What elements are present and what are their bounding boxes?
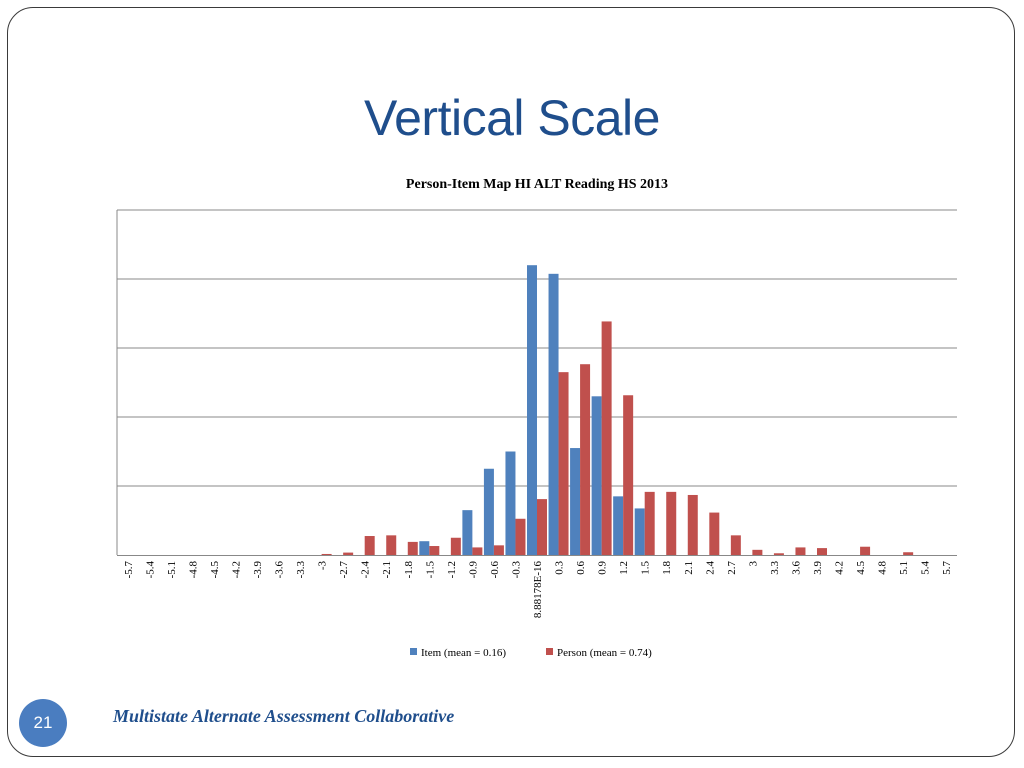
person-bar [364, 536, 375, 555]
x-tick-label: -1.5 [424, 561, 436, 579]
x-tick-label: 1.8 [661, 561, 673, 575]
x-tick-label: 3.3 [769, 561, 781, 575]
x-tick-label: -3 [317, 561, 329, 571]
legend-swatch-person [546, 648, 553, 655]
x-tick-label: 5.7 [941, 561, 953, 575]
x-tick-label: -2.7 [338, 561, 350, 579]
x-tick-label: 0.6 [575, 561, 587, 575]
item-bar [548, 273, 559, 555]
item-bar [462, 510, 473, 555]
item-bar [527, 265, 537, 555]
x-tick-label: 3 [747, 561, 759, 567]
x-tick-label: -2.4 [360, 561, 372, 579]
x-tick-label: 5.4 [920, 561, 932, 575]
slide-title: Vertical Scale [364, 90, 660, 146]
person-bar [321, 553, 332, 555]
x-tick-label: -4.2 [230, 561, 242, 578]
x-tick-label: 2.7 [726, 561, 738, 575]
chart-title: Person-Item Map HI ALT Reading HS 2013 [406, 177, 668, 192]
person-bar [472, 547, 483, 555]
person-item-chart: Person-Item Map HI ALT Reading HS 2013 -… [116, 177, 957, 659]
person-bar [515, 518, 526, 555]
person-bar [730, 535, 741, 555]
x-tick-label: -3.6 [274, 561, 286, 579]
person-bar [558, 372, 569, 555]
x-tick-labels: -5.7 -5.4 -5.1 -4.8 -4.5 -4.2 -3.9 -3.6 -3.3 -3 -2… [123, 561, 953, 619]
x-tick-label: 2.1 [683, 561, 695, 575]
x-tick-label: 2.4 [704, 561, 716, 575]
person-bar [429, 546, 440, 555]
x-tick-label: 4.2 [834, 561, 846, 575]
slide-frame [7, 7, 1015, 757]
person-bar [386, 535, 397, 555]
legend: Item (mean = 0.16) Person (mean = 0.74) [410, 647, 652, 659]
bars [321, 265, 914, 556]
person-bar [407, 541, 418, 555]
person-bar [343, 552, 354, 556]
x-tick-label: 1.5 [640, 561, 652, 575]
x-tick-label: 0.9 [597, 561, 609, 575]
item-bar [505, 451, 516, 555]
x-tick-label: 0.3 [554, 561, 566, 575]
x-tick-label: -4.8 [187, 561, 199, 579]
x-tick-label: 4.5 [855, 561, 867, 575]
item-bar [634, 508, 645, 556]
x-tick-label: -0.3 [510, 561, 522, 579]
person-bar [903, 552, 914, 555]
x-tick-label: -0.6 [489, 561, 501, 579]
item-bar [483, 468, 494, 555]
legend-label-person: Person (mean = 0.74) [557, 647, 652, 659]
person-bar [817, 548, 827, 555]
person-bar [644, 491, 655, 555]
x-tick-label: -0.9 [467, 561, 479, 579]
x-tick-label: -5.1 [166, 561, 178, 578]
person-bar [752, 549, 763, 555]
x-tick-label: -2.1 [381, 561, 393, 578]
x-tick-label: 8.88178E-16 [532, 561, 544, 619]
person-bar [795, 547, 806, 555]
person-bar [601, 321, 612, 555]
legend-swatch-item [410, 648, 417, 655]
x-tick-label: -3.9 [252, 561, 264, 579]
x-tick-label: -3.3 [295, 561, 307, 579]
item-bar [613, 496, 624, 555]
item-bar [419, 541, 430, 555]
x-tick-label: -5.4 [144, 561, 156, 579]
legend-label-item: Item (mean = 0.16) [421, 647, 506, 659]
x-tick-label: 1.2 [618, 561, 630, 575]
person-bar [709, 512, 720, 556]
x-tick-label: 4.8 [877, 561, 889, 575]
person-bar [493, 545, 504, 555]
item-bar [570, 448, 581, 555]
x-tick-label: 3.9 [812, 561, 824, 575]
x-tick-label: -5.7 [123, 561, 135, 579]
person-bar [450, 537, 461, 555]
person-bar [580, 364, 591, 555]
slide-number-badge: 21 [19, 699, 67, 747]
item-bar [591, 396, 602, 555]
x-tick-label: -4.5 [209, 561, 221, 579]
footer-text: Multistate Alternate Assessment Collabor… [113, 706, 455, 726]
x-tick-label: 5.1 [898, 561, 910, 575]
person-bar [687, 494, 698, 555]
x-tick-label: -1.2 [446, 561, 458, 578]
x-tick-label: 3.6 [790, 561, 802, 575]
person-bar [860, 546, 871, 555]
person-bar [666, 491, 677, 555]
person-bar [773, 553, 784, 555]
x-tick-label: -1.8 [403, 561, 415, 579]
person-bar [623, 395, 634, 555]
person-bar [537, 499, 547, 555]
